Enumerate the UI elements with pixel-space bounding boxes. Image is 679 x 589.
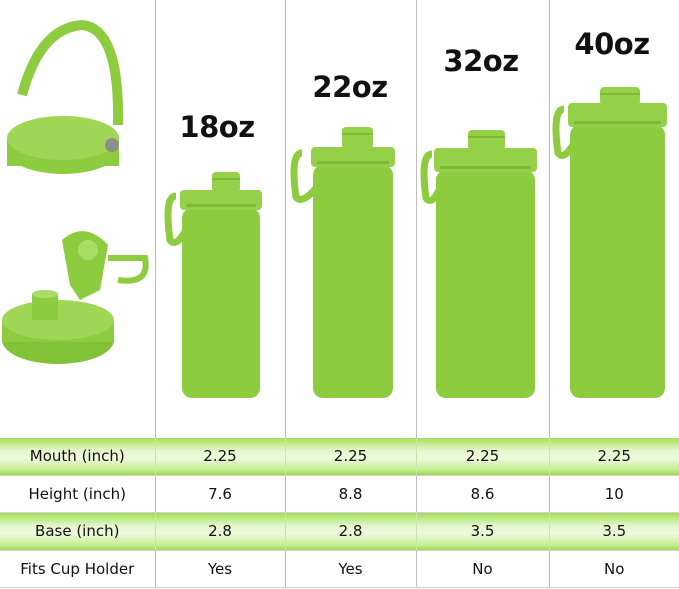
column-divider <box>155 0 156 438</box>
bottle-22oz <box>290 127 395 398</box>
size-label-40oz: 40oz <box>574 27 650 61</box>
table-cell: 2.25 <box>415 438 549 476</box>
table-cell: 2.25 <box>284 438 416 476</box>
table-cell: 2.8 <box>284 512 416 551</box>
table-cell: No <box>415 550 549 588</box>
table-cell: 8.6 <box>415 475 549 513</box>
size-label-22oz: 22oz <box>312 70 388 104</box>
table-cell: 3.5 <box>548 512 679 551</box>
table-cell: 2.25 <box>154 438 285 476</box>
size-label-32oz: 32oz <box>443 44 519 78</box>
table-cell: 8.8 <box>284 475 416 513</box>
table-cell: 10 <box>548 475 679 513</box>
table-row: Height (inch) 7.6 8.8 8.6 10 <box>0 475 679 513</box>
bottle-18oz <box>164 172 262 398</box>
column-divider <box>416 0 417 438</box>
table-cell: 7.6 <box>154 475 285 513</box>
size-label-18oz: 18oz <box>179 110 255 144</box>
table-cell: Yes <box>154 550 285 588</box>
table-cell: Yes <box>284 550 416 588</box>
table-cell: 2.25 <box>548 438 679 476</box>
table-row: Fits Cup Holder Yes Yes No No <box>0 550 679 588</box>
row-label: Base (inch) <box>0 512 155 551</box>
table-row: Mouth (inch) 2.25 2.25 2.25 2.25 <box>0 438 679 476</box>
row-label: Fits Cup Holder <box>0 550 155 588</box>
table-cell: 2.8 <box>154 512 285 551</box>
bottle-40oz <box>552 87 667 398</box>
table-row: Base (inch) 2.8 2.8 3.5 3.5 <box>0 512 679 551</box>
handle-lid-image <box>7 19 124 174</box>
row-label: Height (inch) <box>0 475 155 513</box>
column-divider <box>549 0 550 438</box>
spout-lid-image <box>2 231 149 364</box>
spec-table: Mouth (inch) 2.25 2.25 2.25 2.25 Height (inch… <box>0 438 679 588</box>
product-images <box>2 19 667 398</box>
table-cell: No <box>548 550 679 588</box>
bottle-32oz <box>420 130 537 398</box>
column-divider <box>285 0 286 438</box>
row-label: Mouth (inch) <box>0 438 155 476</box>
table-cell: 3.5 <box>415 512 549 551</box>
